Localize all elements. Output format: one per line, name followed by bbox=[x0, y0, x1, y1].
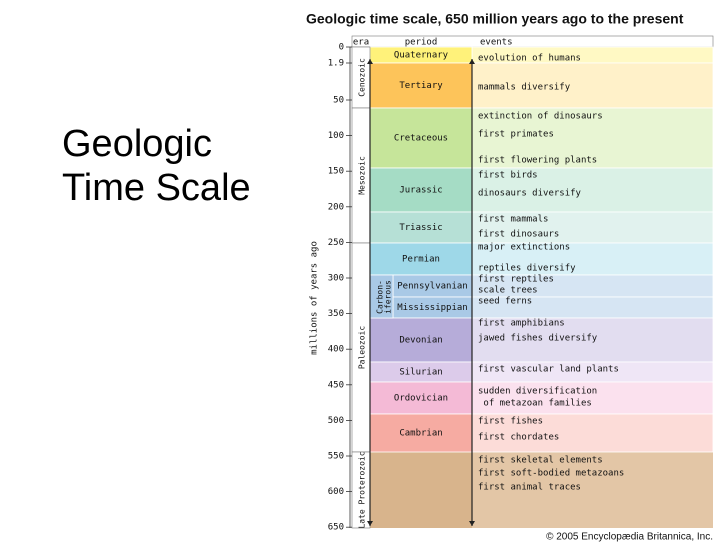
event-label: first fishes bbox=[478, 417, 543, 427]
event-label: reptiles diversify bbox=[478, 264, 576, 274]
tick-label: 150 bbox=[328, 167, 344, 177]
tick-label: 0 bbox=[339, 43, 344, 53]
event-label: major extinctions bbox=[478, 243, 570, 253]
period-cell bbox=[369, 317, 473, 363]
period-label: Cretaceous bbox=[394, 134, 448, 144]
tick-label: 400 bbox=[328, 345, 344, 355]
tick-label: 100 bbox=[328, 131, 344, 141]
period-label: Mississippian bbox=[397, 303, 467, 313]
event-band bbox=[471, 317, 714, 363]
event-label: evolution of humans bbox=[478, 54, 581, 64]
period-cell bbox=[369, 381, 473, 415]
event-label: extinction of dinosaurs bbox=[478, 112, 603, 122]
event-band bbox=[471, 381, 714, 415]
tick-label: 200 bbox=[328, 202, 344, 212]
event-band bbox=[471, 413, 714, 453]
event-label: first flowering plants bbox=[478, 156, 597, 166]
event-label: first mammals bbox=[478, 215, 548, 225]
event-label: first skeletal elements bbox=[478, 456, 603, 466]
event-label: first vascular land plants bbox=[478, 365, 619, 375]
period-label: Jurassic bbox=[399, 186, 442, 196]
axis-label: millions of years ago bbox=[310, 241, 320, 355]
event-label: scale trees bbox=[478, 286, 538, 296]
tick-label: 250 bbox=[328, 238, 344, 248]
event-band bbox=[471, 167, 714, 213]
era-label: Late Proterozoic bbox=[358, 451, 367, 528]
tick-label: 550 bbox=[328, 452, 344, 462]
event-label: first reptiles bbox=[478, 275, 554, 285]
period-label: Pennsylvanian bbox=[397, 282, 467, 292]
era-label: Paleozoic bbox=[358, 326, 367, 370]
period-cell bbox=[369, 242, 473, 276]
tick-label: 1.9 bbox=[328, 59, 344, 69]
header: era bbox=[353, 38, 369, 48]
event-band bbox=[471, 107, 714, 169]
header: events bbox=[480, 38, 513, 48]
credit: © 2005 Encyclopædia Britannica, Inc. bbox=[546, 532, 713, 543]
period-label: Triassic bbox=[399, 223, 442, 233]
period-label: Devonian bbox=[399, 336, 442, 346]
event-label: mammals diversify bbox=[478, 83, 571, 93]
tick-label: 300 bbox=[328, 274, 344, 284]
era-label: Mesozoic bbox=[358, 156, 367, 195]
event-label: seed ferns bbox=[478, 297, 532, 307]
tick-label: 50 bbox=[333, 96, 344, 106]
title-line: Geologic bbox=[62, 123, 212, 165]
event-label: of metazoan families bbox=[478, 399, 592, 409]
period-label: Permian bbox=[402, 255, 440, 265]
event-label: first primates bbox=[478, 130, 554, 140]
tick-label: 500 bbox=[328, 416, 344, 426]
slide-title: Geologic Time Scale bbox=[62, 122, 251, 210]
period-label: Tertiary bbox=[399, 81, 443, 91]
header: period bbox=[405, 38, 438, 48]
tick-label: 650 bbox=[328, 523, 344, 533]
event-label: jawed fishes diversify bbox=[478, 334, 598, 344]
event-label: first soft-bodied metazoans bbox=[478, 469, 624, 479]
period-label: Quaternary bbox=[394, 51, 449, 61]
event-label: first dinosaurs bbox=[478, 230, 559, 240]
event-label: dinosaurs diversify bbox=[478, 189, 582, 199]
event-band bbox=[471, 242, 714, 276]
period-label: Silurian bbox=[399, 368, 442, 378]
title-line: Time Scale bbox=[62, 167, 251, 209]
era-label: Cenozoic bbox=[358, 58, 367, 97]
event-label: first amphibians bbox=[478, 319, 565, 329]
period-cell bbox=[369, 167, 473, 213]
event-label: sudden diversification bbox=[478, 387, 597, 397]
event-label: first chordates bbox=[478, 433, 559, 443]
carboniferous-label: iferous bbox=[384, 280, 393, 314]
tick-label: 600 bbox=[328, 487, 344, 497]
event-label: first animal traces bbox=[478, 483, 581, 493]
period-label: Ordovician bbox=[394, 394, 448, 404]
period-label: Cambrian bbox=[399, 429, 442, 439]
event-label: first birds bbox=[478, 171, 538, 181]
period-cell bbox=[369, 107, 473, 169]
carboniferous-label: Carbon- bbox=[376, 280, 385, 314]
proterozoic-cell bbox=[370, 452, 472, 528]
event-band bbox=[471, 62, 714, 109]
tick-label: 450 bbox=[328, 380, 344, 390]
figure-title: Geologic time scale, 650 million years a… bbox=[306, 11, 684, 27]
tick-label: 350 bbox=[328, 309, 344, 319]
